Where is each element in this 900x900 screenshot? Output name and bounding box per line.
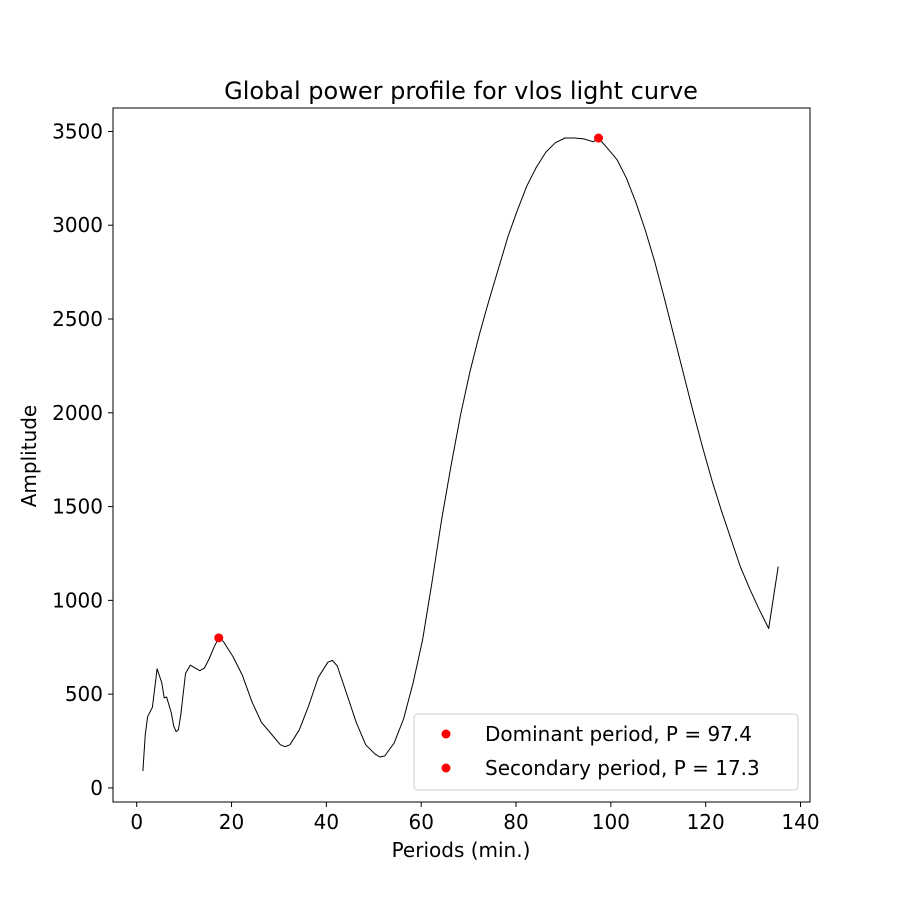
plot-area (142, 133, 779, 772)
legend-marker-dominant (441, 729, 451, 739)
x-tick-label: 0 (130, 810, 143, 834)
y-tick-label: 2000 (52, 401, 103, 425)
legend-marker-secondary (441, 763, 451, 773)
y-tick-label: 1000 (52, 588, 103, 612)
y-tick-label: 3000 (52, 213, 103, 237)
axis-ticks: 0 20 40 60 80 100 120 140 0 500 1000 1500 2000 2500 30… (52, 119, 820, 834)
power-profile-line (142, 137, 779, 772)
y-tick-label: 0 (90, 776, 103, 800)
y-tick-label: 3500 (52, 119, 103, 143)
secondary-period-point (214, 633, 224, 643)
axes-frame (112, 107, 811, 803)
x-tick-label: 80 (503, 810, 528, 834)
x-axis-label: Periods (min.) (392, 838, 531, 862)
y-tick-label: 500 (65, 682, 103, 706)
chart-title: Global power profile for vlos light curv… (224, 77, 698, 105)
x-tick-label: 120 (687, 810, 725, 834)
x-tick-label: 40 (314, 810, 339, 834)
y-tick-label: 1500 (52, 495, 103, 519)
legend-box (413, 713, 799, 791)
dominant-period-point (594, 133, 604, 143)
legend: Dominant period, P = 97.4 Secondary peri… (413, 713, 799, 791)
x-tick-label: 100 (592, 810, 630, 834)
x-tick-label: 20 (219, 810, 244, 834)
x-tick-label: 140 (781, 810, 819, 834)
legend-label-secondary: Secondary period, P = 17.3 (485, 756, 760, 780)
legend-label-dominant: Dominant period, P = 97.4 (485, 722, 752, 746)
x-tick-label: 60 (408, 810, 433, 834)
y-axis-label: Amplitude (17, 405, 41, 508)
y-tick-label: 2500 (52, 307, 103, 331)
